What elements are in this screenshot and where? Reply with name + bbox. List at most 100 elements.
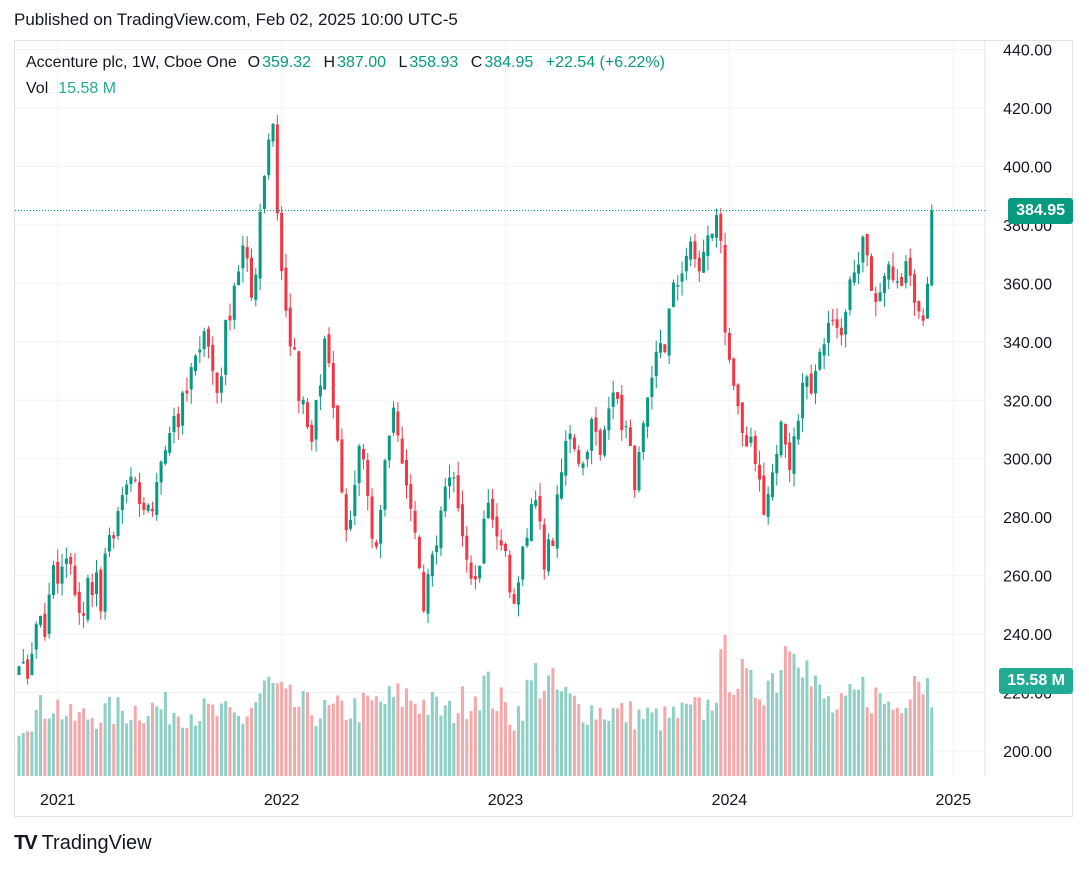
volume-bar xyxy=(361,692,365,776)
candle-body xyxy=(732,358,736,386)
candle-body xyxy=(805,376,809,387)
candle-body xyxy=(146,504,150,511)
volume-bar xyxy=(64,716,68,776)
candle-body xyxy=(745,435,749,447)
candle-body xyxy=(482,518,486,564)
volume-bar xyxy=(482,675,486,776)
volume-bar xyxy=(146,715,150,776)
candle-body xyxy=(73,565,77,595)
volume-bar xyxy=(723,634,727,776)
volume-bar xyxy=(228,707,232,776)
candle-body xyxy=(327,334,331,364)
volume-bar xyxy=(512,730,516,776)
volume-bar xyxy=(206,703,210,776)
candle-body xyxy=(826,322,830,343)
volume-bar xyxy=(697,697,701,776)
volume-bar xyxy=(448,700,452,776)
candle-body xyxy=(465,535,469,560)
candle-body xyxy=(723,244,727,333)
volume-bar xyxy=(680,702,684,776)
candle-body xyxy=(60,566,64,584)
volume-bar xyxy=(676,717,680,776)
candle-body xyxy=(82,613,86,616)
candle-body xyxy=(542,524,546,570)
volume-bar xyxy=(835,709,839,776)
candle-body xyxy=(904,261,908,284)
volume-bar xyxy=(232,712,236,776)
volume-bar xyxy=(327,705,331,776)
candle-body xyxy=(848,279,852,310)
volume-bar xyxy=(280,681,284,776)
volume-bar xyxy=(469,711,473,776)
candle-body xyxy=(404,460,409,486)
x-tick-label: 2021 xyxy=(40,792,76,809)
candle-body xyxy=(237,271,241,286)
volume-bar xyxy=(387,686,391,776)
volume-bar xyxy=(499,687,503,776)
candle-body xyxy=(697,257,701,272)
y-tick-label: 320.00 xyxy=(1003,393,1052,410)
candlesticks xyxy=(17,115,934,685)
volume-bar xyxy=(344,720,348,776)
candle-body xyxy=(654,351,658,377)
candle-body xyxy=(138,482,142,505)
volume-bar xyxy=(882,703,886,776)
volume-label[interactable]: Vol xyxy=(26,80,49,97)
candle-body xyxy=(628,427,632,446)
volume-value: 15.58 M xyxy=(58,80,117,97)
volume-bar xyxy=(917,681,921,776)
volume-bar xyxy=(211,704,215,776)
volume-bar xyxy=(17,736,21,776)
candle-body xyxy=(47,594,51,634)
volume-bar xyxy=(486,671,490,776)
candle-body xyxy=(426,574,430,614)
volume-bar xyxy=(275,683,279,776)
candle-body xyxy=(314,399,318,440)
candle-body xyxy=(86,578,90,620)
candle-body xyxy=(215,372,219,393)
volume-bar xyxy=(641,719,645,776)
volume-bar xyxy=(805,660,809,776)
candle-body xyxy=(133,479,137,481)
footer-brand[interactable]: TV TradingView xyxy=(14,832,152,855)
published-header: Published on TradingView.com, Feb 02, 20… xyxy=(14,10,458,29)
volume-legend: Vol 15.58 M xyxy=(26,80,116,98)
candle-body xyxy=(486,502,490,519)
volume-bar xyxy=(581,722,585,776)
volume-bar xyxy=(590,705,594,776)
volume-bar xyxy=(491,708,495,776)
candle-body xyxy=(400,438,404,464)
candle-body xyxy=(594,417,598,432)
volume-bar xyxy=(732,694,736,776)
candle-body xyxy=(202,331,206,350)
volume-bar xyxy=(865,707,869,776)
candle-body xyxy=(598,430,602,455)
volume-bar xyxy=(534,663,538,776)
candle-body xyxy=(508,554,512,593)
candle-body xyxy=(39,615,43,625)
candle-body xyxy=(323,338,327,390)
symbol-label[interactable]: Accenture plc, 1W, Cboe One xyxy=(26,54,237,71)
candle-body xyxy=(241,245,245,269)
volume-bar xyxy=(650,712,654,776)
candle-body xyxy=(172,416,176,433)
volume-bar xyxy=(611,708,615,776)
candle-body xyxy=(779,421,783,456)
candle-body xyxy=(349,519,353,529)
volume-bar xyxy=(887,701,891,776)
candle-body xyxy=(120,495,124,511)
candle-body xyxy=(249,257,254,298)
volume-bar xyxy=(930,707,934,776)
candle-body xyxy=(168,433,172,453)
volume-bar xyxy=(874,687,878,776)
candle-body xyxy=(69,556,73,565)
volume-bar xyxy=(900,713,904,776)
volume-bar xyxy=(891,709,895,776)
candle-body xyxy=(26,659,30,679)
volume-bar xyxy=(495,711,499,776)
candle-body xyxy=(258,211,262,279)
chart-legend: Accenture plc, 1W, Cboe One O 359.32 H 387… xyxy=(26,54,673,72)
volume-bar xyxy=(56,699,60,776)
volume-bar xyxy=(51,713,55,776)
